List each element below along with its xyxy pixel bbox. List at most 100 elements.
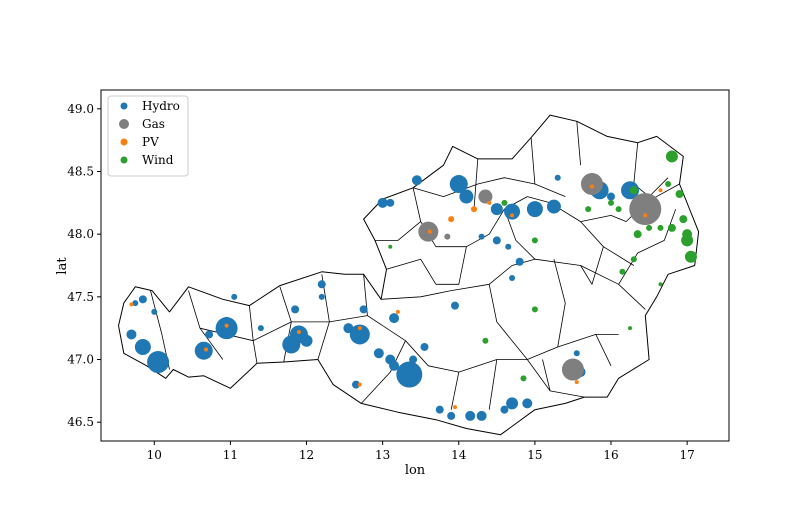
pv-point	[129, 302, 134, 307]
hydro-point	[573, 350, 580, 357]
district-border	[527, 334, 619, 360]
wind-point	[482, 337, 489, 344]
plot-points	[126, 150, 697, 421]
hydro-point	[478, 233, 485, 240]
hydro-point	[352, 380, 361, 389]
hydro-point	[138, 295, 147, 304]
hydro-point	[492, 236, 501, 245]
hydro-point	[554, 174, 561, 181]
district-border	[405, 340, 585, 398]
hydro-point	[450, 301, 459, 310]
x-tick-label: 12	[299, 448, 314, 462]
hydro-point	[389, 360, 400, 371]
hydro-point	[506, 397, 519, 410]
district-border	[553, 259, 566, 348]
wind-point	[531, 306, 538, 313]
hydro-point	[231, 293, 238, 300]
wind-point	[665, 181, 672, 188]
pv-point	[589, 184, 594, 189]
wind-point	[675, 190, 684, 199]
hydro-point	[151, 308, 158, 315]
gas-point	[478, 189, 493, 204]
x-axis-label: lon	[405, 463, 426, 478]
district-border	[435, 246, 467, 285]
hydro-point	[194, 341, 213, 360]
x-tick-label: 16	[603, 448, 618, 462]
hydro-point	[126, 329, 137, 340]
hydro-point	[411, 175, 422, 186]
pv-point	[643, 213, 648, 218]
wind-point	[630, 256, 637, 263]
wind-point	[667, 223, 676, 232]
x-tick-label: 10	[147, 448, 162, 462]
y-axis-label: lat	[55, 257, 70, 275]
gas-point	[629, 193, 662, 226]
legend-marker	[119, 119, 129, 129]
pv-point	[448, 216, 455, 223]
hydro-point	[526, 201, 543, 218]
district-border	[412, 177, 535, 197]
hydro-point	[349, 324, 370, 345]
pv-point	[470, 206, 477, 213]
hydro-point	[490, 203, 503, 216]
legend-marker	[120, 102, 128, 110]
y-tick-label: 47.0	[67, 353, 94, 367]
legend-marker	[120, 138, 128, 146]
legend-marker	[120, 156, 128, 164]
pv-point	[510, 213, 515, 218]
legend: Hydro Gas PV Wind	[107, 95, 189, 177]
wind-point	[665, 150, 678, 163]
legend-label: PV	[142, 135, 159, 149]
y-tick-label: 49.0	[67, 102, 94, 116]
hydro-point	[515, 257, 524, 266]
wind-point	[646, 224, 653, 231]
legend-label: Gas	[142, 117, 165, 131]
pv-point	[487, 200, 492, 205]
legend-box	[107, 95, 189, 177]
pv-point	[224, 323, 229, 328]
hydro-point	[449, 175, 468, 194]
legend-label: Hydro	[142, 99, 180, 113]
wind-point	[585, 206, 592, 213]
hydro-point	[221, 316, 232, 327]
x-tick-label: 15	[527, 448, 542, 462]
wind-point	[684, 250, 697, 263]
district-border	[249, 305, 258, 364]
hydro-point	[459, 189, 474, 204]
hydro-point	[386, 198, 395, 207]
country-border	[118, 114, 700, 436]
hydro-point	[447, 411, 456, 420]
hydro-point	[409, 355, 418, 364]
hydro-point	[291, 305, 300, 314]
hydro-point	[215, 317, 238, 340]
axes-frame	[100, 89, 730, 442]
y-tick-label: 46.5	[67, 415, 94, 429]
hydro-point	[420, 342, 429, 351]
legend-label: Wind	[142, 153, 174, 167]
wind-point	[619, 268, 626, 275]
x-tick-label: 17	[679, 448, 694, 462]
hydro-point	[522, 398, 533, 409]
district-border	[375, 221, 421, 241]
hydro-point	[134, 338, 151, 355]
wind-point	[520, 375, 527, 382]
hydro-point	[607, 192, 616, 201]
hydro-point	[147, 351, 170, 374]
pv-point	[395, 309, 400, 314]
hydro-point	[435, 405, 444, 414]
hydro-point	[132, 300, 139, 307]
district-border	[450, 372, 460, 410]
hydro-point	[476, 410, 487, 421]
hydro-point	[500, 405, 509, 414]
hydro-point	[318, 293, 325, 300]
wind-point	[633, 230, 642, 239]
hydro-point	[359, 305, 368, 314]
wind-point	[628, 326, 633, 331]
district-border	[580, 246, 604, 285]
pv-point	[658, 188, 663, 193]
wind-point	[615, 206, 622, 213]
wind-point	[657, 224, 664, 231]
pv-point	[427, 229, 432, 234]
hydro-point	[546, 199, 561, 214]
pv-point	[296, 329, 301, 334]
